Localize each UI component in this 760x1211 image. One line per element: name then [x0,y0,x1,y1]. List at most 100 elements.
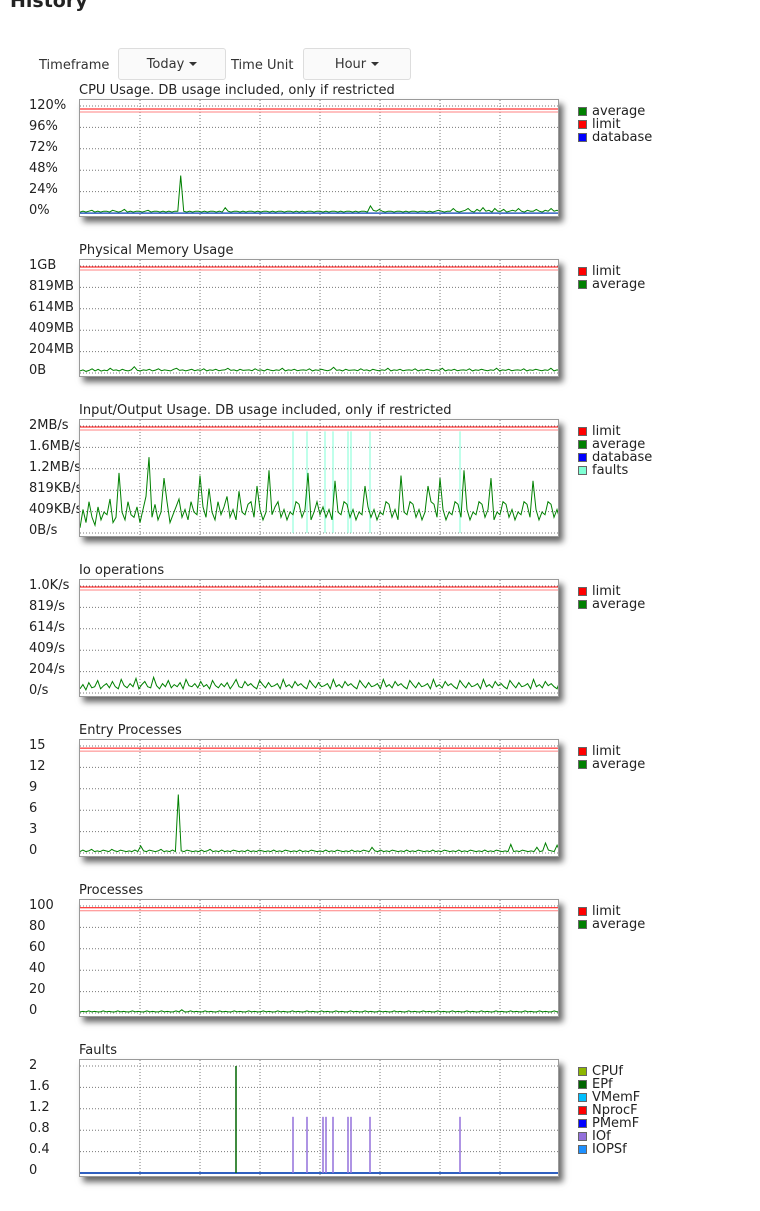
y-tick-label: 614MB [29,300,74,315]
y-tick-label: 1.0K/s [29,578,70,593]
chart-faults: Faults 2 1.6 1.2 0.8 0.4 0 CPUf EPf VMemF NprocF PM… [0,1043,760,1193]
y-axis-labels: 2 1.6 1.2 0.8 0.4 0 [0,1059,82,1179]
y-tick-label: 409/s [29,641,65,656]
legend-swatch [578,587,587,596]
legend-item: database [578,451,652,464]
legend-label: average [592,104,646,119]
chart-processes: Processes 100 80 60 40 20 0 limit average [0,883,760,1033]
chart-entry-processes: Entry Processes 15 12 9 6 3 0 limit average [0,723,760,873]
caret-down-icon [189,62,198,66]
legend-label: EPf [592,1077,613,1092]
y-tick-label: 0 [29,1163,38,1178]
timeunit-dropdown[interactable]: Hour [303,48,411,80]
legend-label: PMemF [592,1116,640,1131]
legend-label: limit [592,584,621,599]
average-series [80,675,558,692]
legend-swatch [578,440,587,449]
chart-legend: limit average [578,745,645,771]
legend-swatch [578,747,587,756]
legend-label: average [592,917,646,932]
legend-label: CPUf [592,1064,624,1079]
y-tick-label: 40 [29,961,46,976]
timeframe-dropdown[interactable]: Today [118,48,226,80]
average-series [80,457,558,528]
legend-label: limit [592,904,621,919]
chart-title: Physical Memory Usage [79,243,234,258]
chart-legend: average limit database [578,105,652,144]
legend-item: limit [578,265,645,278]
y-tick-label: 0.4 [29,1142,50,1157]
legend-label: average [592,437,646,452]
y-tick-label: 2 [29,1058,38,1073]
legend-item: IOPSf [578,1143,640,1156]
y-tick-label: 3 [29,822,38,837]
legend-label: average [592,277,646,292]
y-tick-label: 819/s [29,599,65,614]
history-controls: Timeframe Today Time Unit Hour [0,48,760,82]
chart-cpu-usage: CPU Usage. DB usage included, only if re… [0,83,760,233]
legend-swatch [578,427,587,436]
chart-title: Faults [79,1043,117,1058]
legend-item: EPf [578,1078,640,1091]
legend-label: limit [592,424,621,439]
y-axis-labels: 2MB/s 1.6MB/s 1.2MB/s 819KB/s 409KB/s 0B/s [0,419,82,539]
y-tick-label: 0.8 [29,1121,50,1136]
legend-item: PMemF [578,1117,640,1130]
legend-swatch [578,280,587,289]
legend-item: IOf [578,1130,640,1143]
average-series [80,365,558,372]
legend-swatch [578,1132,587,1141]
y-tick-label: 819KB/s [29,481,83,496]
average-series [80,794,558,853]
legend-item: NprocF [578,1104,640,1117]
legend-item: limit [578,118,652,131]
legend-swatch [578,466,587,475]
y-tick-label: 0 [29,843,38,858]
plot-area [79,259,559,377]
timeunit-value: Hour [334,56,367,72]
y-tick-label: 0B/s [29,523,58,538]
y-tick-label: 24% [29,182,58,197]
y-axis-labels: 1.0K/s 819/s 614/s 409/s 204/s 0/s [0,579,82,699]
legend-item: database [578,131,652,144]
y-tick-label: 80 [29,919,46,934]
chart-legend: limit average [578,905,645,931]
y-tick-label: 409MB [29,321,74,336]
legend-item: limit [578,905,645,918]
legend-item: average [578,105,652,118]
y-tick-label: 48% [29,161,58,176]
plot-area [79,1059,559,1177]
y-tick-label: 1.6MB/s [29,439,81,454]
chart-legend: limit average [578,585,645,611]
y-tick-label: 60 [29,940,46,955]
y-tick-label: 614/s [29,620,65,635]
legend-item: VMemF [578,1091,640,1104]
legend-label: limit [592,117,621,132]
legend-item: average [578,438,652,451]
plot-area [79,99,559,217]
y-tick-label: 72% [29,140,58,155]
y-tick-label: 120% [29,98,67,113]
chart-svg [80,900,558,1016]
chart-title: Io operations [79,563,165,578]
caret-down-icon [371,62,380,66]
legend-label: IOf [592,1129,611,1144]
chart-legend: limit average database faults [578,425,652,477]
plot-area [79,899,559,1017]
y-tick-label: 0/s [29,683,49,698]
y-tick-label: 12 [29,759,46,774]
timeframe-label: Timeframe [39,58,110,73]
y-tick-label: 15 [29,738,46,753]
timeunit-label: Time Unit [231,58,294,73]
y-tick-label: 96% [29,119,58,134]
y-tick-label: 1GB [29,258,57,273]
legend-item: faults [578,464,652,477]
y-tick-label: 0 [29,1003,38,1018]
legend-swatch [578,1093,587,1102]
chart-svg [80,740,558,856]
legend-item: limit [578,585,645,598]
legend-swatch [578,907,587,916]
legend-swatch [578,920,587,929]
y-tick-label: 0B [29,363,47,378]
y-axis-labels: 120% 96% 72% 48% 24% 0% [0,99,82,219]
